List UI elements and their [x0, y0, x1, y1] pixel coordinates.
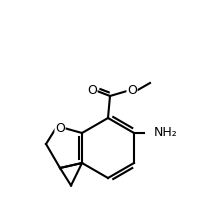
Text: O: O	[127, 84, 137, 98]
Text: NH₂: NH₂	[154, 126, 178, 140]
Text: O: O	[55, 121, 65, 135]
Text: O: O	[87, 84, 97, 98]
